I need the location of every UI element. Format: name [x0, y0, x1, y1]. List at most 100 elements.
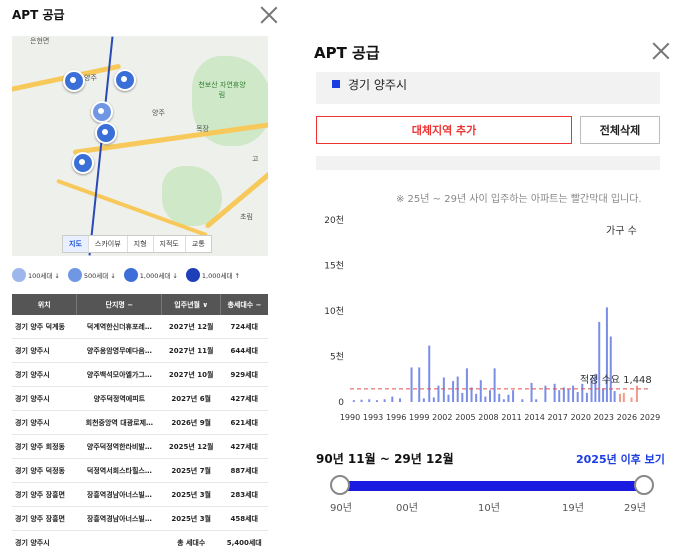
bar — [502, 399, 505, 402]
map-view[interactable]: 은현면 양주 천보산 자연휴양림 양주 목장 초림 고 지도 스카이뷰 지형 지… — [12, 36, 268, 256]
x-tick-label: 2002 — [432, 413, 452, 422]
bar — [475, 393, 478, 402]
legend-item: 500세대 ↓ — [67, 268, 116, 282]
table-row[interactable]: 경기 양주 회정동 양주덕정역한라비발… 2025년 12월 427세대 — [12, 434, 268, 459]
tab-terrain[interactable]: 지형 — [128, 236, 154, 252]
col-header-complex[interactable]: 단지명 − — [76, 294, 163, 315]
cell-households: 644세대 — [220, 338, 268, 363]
apt-marker-pin[interactable] — [91, 101, 113, 123]
y-tick-label: 20천 — [324, 215, 344, 226]
period-range-label: 90년 11월 ~ 29년 12월 — [316, 452, 454, 466]
x-tick-label: 2011 — [501, 413, 521, 422]
chart-legend: 가구 수 — [606, 225, 637, 237]
slider-start-handle[interactable] — [330, 475, 350, 495]
bar — [470, 387, 473, 402]
table-row[interactable]: 경기 양주시 양주옹암영무예다음… 2027년 11월 644세대 — [12, 338, 268, 363]
table-row[interactable]: 경기 양주시 양주백석모아엘가그… 2027년 10월 929세대 — [12, 362, 268, 387]
table-row[interactable]: 경기 양주시 회천중앙역 대광로제… 2026년 9월 621세대 — [12, 410, 268, 435]
supply-bar-chart: 0 5천 10천 15천 20천 1990 1993 1996 1999 2002 2005 2008… — [324, 215, 660, 422]
y-tick-label: 0 — [338, 398, 344, 408]
slider-label: 00년 — [396, 503, 418, 514]
cell-households: 458세대 — [220, 506, 268, 531]
cell-location: 경기 양주시 — [12, 410, 77, 435]
bar — [567, 389, 570, 402]
delete-all-button[interactable]: 전체삭제 — [580, 116, 660, 144]
bar — [562, 387, 565, 402]
chart-note: ※ 25년 ~ 29년 사이 입주하는 아파트는 빨간막대 입니다. — [396, 194, 642, 205]
x-tick-label: 2026 — [617, 413, 637, 422]
tab-cadastral[interactable]: 지적도 — [154, 236, 186, 252]
cell-location: 경기 양주시 — [12, 338, 77, 363]
cell-move-in: 2025년 12월 — [161, 434, 221, 459]
add-region-button[interactable]: 대체지역 추가 — [316, 116, 572, 144]
footer-cell: 5,400세대 — [220, 530, 268, 546]
bar — [428, 345, 431, 402]
map-label: 목장 — [196, 125, 209, 133]
y-tick-label: 10천 — [324, 306, 344, 317]
bar — [437, 385, 440, 402]
slider-end-handle[interactable] — [634, 475, 654, 495]
table-footer-row: 경기 양주시 총 세대수 5,400세대 — [12, 530, 268, 546]
bar — [622, 392, 625, 402]
cell-complex: 덕정역서희스타힐스… — [76, 458, 162, 483]
map-label: 초림 — [240, 213, 253, 221]
bar — [375, 400, 378, 402]
tab-map[interactable]: 지도 — [63, 236, 89, 252]
tab-traffic[interactable]: 교통 — [191, 240, 205, 248]
col-header-location: 위치 — [12, 294, 78, 315]
slider-label: 90년 — [330, 503, 352, 514]
table-row[interactable]: 경기 양주 장흥면 장흥역경남아너스빌… 2025년 3월 283세대 — [12, 482, 268, 507]
divider — [316, 156, 660, 170]
cell-complex: 양주덕정역에피트 — [76, 386, 162, 411]
bar — [544, 385, 547, 402]
legend-label: 1,000세대 ↑ — [201, 272, 240, 280]
map-label: 은현면 — [30, 37, 50, 45]
cell-location: 경기 양주시 — [12, 386, 77, 411]
close-icon[interactable] — [260, 6, 278, 24]
close-icon[interactable] — [652, 42, 670, 60]
bar — [391, 396, 394, 402]
legend-label: 100세대 ↓ — [28, 272, 60, 280]
bar — [461, 392, 464, 402]
slider-label: 19년 — [562, 503, 584, 514]
reference-line-label: 적정 수요 1,448 — [580, 374, 652, 386]
footer-cell: 총 세대수 — [161, 530, 221, 546]
selected-region: 경기 양주시 — [316, 72, 660, 104]
bar — [352, 400, 355, 402]
apartment-table: 위치 단지명 − 입주년월 ∨ 총세대수 − 경기 양주 덕계동 덕계역한신더휴포… — [12, 294, 268, 546]
col-header-households[interactable]: 총세대수 − — [220, 294, 268, 315]
col-header-move-in[interactable]: 입주년월 ∨ — [161, 294, 221, 315]
apt-marker-pin[interactable] — [114, 69, 136, 91]
table-row[interactable]: 경기 양주시 양주덕정역에피트 2027년 6월 427세대 — [12, 386, 268, 411]
apt-marker-pin[interactable] — [63, 70, 85, 92]
table-row[interactable]: 경기 양주 장흥면 장흥역경남아너스빌… 2025년 3월 458세대 — [12, 506, 268, 531]
cell-move-in: 2026년 9월 — [161, 410, 221, 435]
x-tick-label: 1990 — [340, 413, 360, 422]
cell-location: 경기 양주시 — [12, 362, 77, 387]
bar — [383, 399, 386, 402]
bar — [553, 383, 556, 402]
bar — [447, 394, 450, 402]
bar — [422, 398, 425, 402]
marker-legend: 100세대 ↓ 500세대 ↓ 1,000세대 ↓ 1,000세대 ↑ — [12, 268, 240, 282]
cell-complex: 양주백석모아엘가그… — [76, 362, 162, 387]
footer-cell: 경기 양주시 — [12, 530, 77, 546]
bar — [493, 368, 496, 402]
bar — [605, 307, 608, 402]
table-row[interactable]: 경기 양주 덕계동 덕계역한신더휴포레… 2027년 12월 724세대 — [12, 315, 268, 339]
table-row[interactable]: 경기 양주 덕정동 덕정역서희스타힐스… 2025년 7월 887세대 — [12, 458, 268, 483]
apt-marker-pin[interactable] — [72, 152, 94, 174]
cell-location: 경기 양주 덕계동 — [12, 315, 77, 339]
apt-marker-pin[interactable] — [95, 122, 117, 144]
map-label: 양주 — [84, 74, 97, 82]
period-slider-track[interactable] — [340, 481, 644, 491]
tab-skyview[interactable]: 스카이뷰 — [89, 236, 128, 252]
view-after-2025-link[interactable]: 2025년 이후 보기 — [576, 453, 665, 466]
cell-households: 427세대 — [220, 386, 268, 411]
slider-label: 29년 — [624, 503, 646, 514]
bar — [585, 392, 588, 402]
region-color-swatch — [332, 80, 340, 88]
x-tick-label: 2014 — [524, 413, 544, 422]
pin-icon — [123, 268, 138, 282]
pin-icon — [185, 268, 200, 282]
